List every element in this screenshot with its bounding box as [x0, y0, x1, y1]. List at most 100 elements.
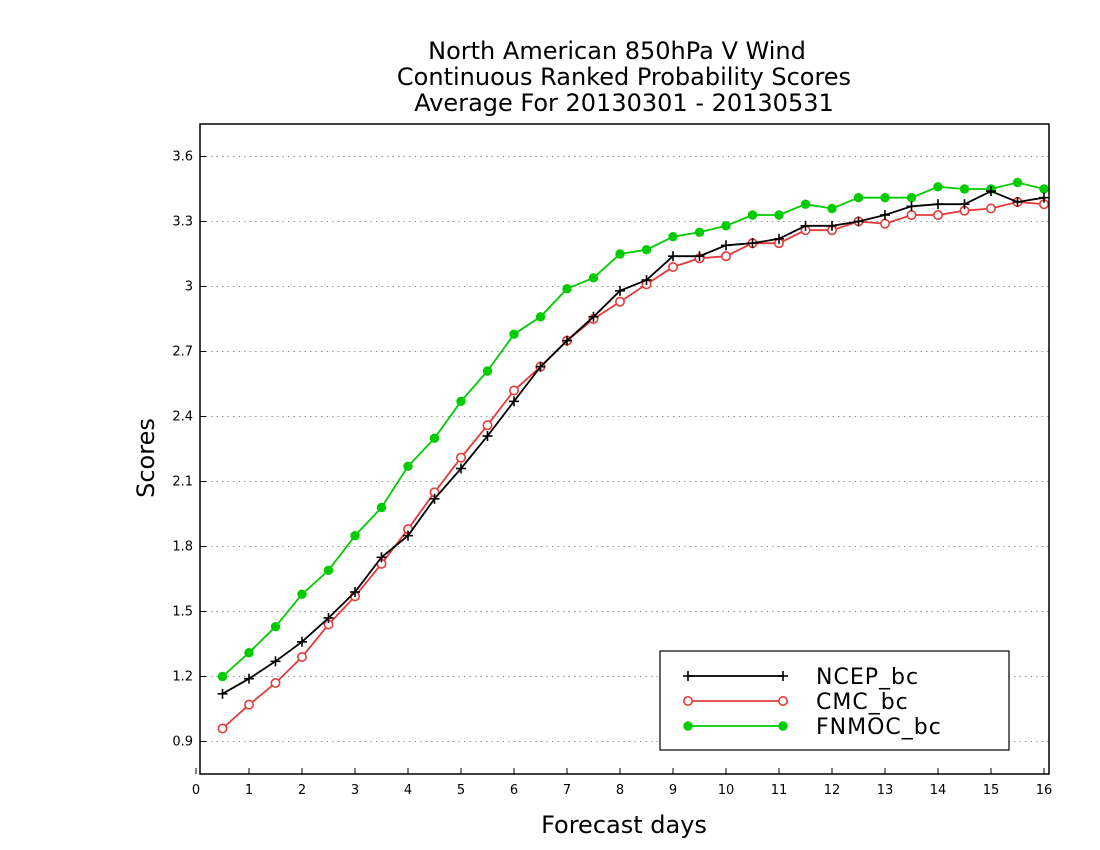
data-point-ncep-bc [297, 636, 307, 647]
y-tick-label: 1.2 [172, 670, 193, 685]
data-point-cmc-bc [217, 723, 228, 734]
data-point-ncep-bc [456, 463, 466, 474]
x-tick-label: 15 [983, 783, 1000, 798]
data-point-ncep-bc [217, 688, 228, 699]
data-point-fnmoc-bc [827, 203, 837, 214]
legend-marker-fnmoc-bc [778, 721, 788, 731]
data-point-fnmoc-bc [350, 530, 360, 541]
data-point-cmc-bc [244, 699, 255, 710]
x-tick-label: 13 [877, 783, 894, 798]
data-point-ncep-bc [615, 285, 625, 296]
x-tick-label: 1 [245, 783, 253, 798]
data-point-fnmoc-bc [297, 589, 307, 599]
data-point-cmc-bc [508, 385, 519, 396]
data-point-ncep-bc [959, 199, 970, 210]
chart-title-line-1: North American 850hPa V Wind [428, 37, 806, 65]
data-point-ncep-bc [270, 656, 281, 667]
data-point-cmc-bc [614, 296, 625, 307]
data-point-cmc-bc [455, 452, 466, 463]
data-point-ncep-bc [1039, 192, 1049, 203]
y-tick-label: 1.5 [172, 605, 193, 620]
data-point-cmc-bc [667, 261, 678, 272]
legend-label-fnmoc-bc: FNMOC_bc [816, 715, 942, 740]
data-point-cmc-bc [720, 251, 731, 262]
data-point-cmc-bc [482, 420, 493, 431]
data-point-ncep-bc [668, 251, 678, 262]
y-tick-label: 2.4 [172, 410, 193, 425]
data-point-fnmoc-bc [774, 210, 784, 220]
data-point-fnmoc-bc [429, 433, 440, 443]
y-tick-label: 2.7 [172, 345, 193, 360]
data-point-fnmoc-bc [244, 647, 254, 658]
x-tick-label: 16 [1036, 783, 1053, 798]
x-tick-label: 6 [510, 783, 518, 798]
data-point-cmc-bc [270, 677, 281, 688]
data-point-ncep-bc [853, 216, 864, 227]
x-axis-label: Forecast days [541, 811, 707, 839]
plot-frame [199, 123, 1050, 775]
y-tick-label: 3.3 [172, 215, 193, 230]
series-lines [217, 177, 1050, 734]
data-point-fnmoc-bc [456, 396, 466, 407]
x-tick-label: 5 [457, 783, 465, 798]
x-tick-label: 14 [930, 783, 947, 798]
data-point-ncep-bc [509, 396, 519, 407]
series-ncep-bc [217, 186, 1049, 699]
legend-marker-fnmoc-bc [683, 721, 693, 731]
legend-marker-cmc-bc [777, 695, 788, 706]
data-point-cmc-bc [296, 651, 307, 662]
legend-marker-ncep-bc [683, 671, 693, 681]
data-point-ncep-bc [986, 186, 996, 197]
data-point-fnmoc-bc [853, 192, 864, 203]
y-axis-label: Scores [132, 418, 160, 498]
legend-label-cmc-bc: CMC_bc [816, 690, 909, 715]
series-fnmoc-bc [217, 177, 1049, 682]
data-point-fnmoc-bc [641, 244, 652, 255]
x-tick-label: 10 [718, 783, 735, 798]
x-tick-label: 7 [563, 783, 571, 798]
data-point-fnmoc-bc [747, 210, 758, 220]
data-point-ncep-bc [933, 199, 943, 210]
data-point-ncep-bc [535, 361, 546, 372]
data-point-fnmoc-bc [880, 192, 890, 203]
data-point-ncep-bc [827, 220, 837, 231]
x-tick-label: 12 [824, 783, 841, 798]
data-point-ncep-bc [588, 311, 599, 322]
chart-title-line-3: Average For 20130301 - 20130531 [414, 89, 834, 117]
x-tick-label: 11 [771, 783, 788, 798]
data-point-ncep-bc [694, 251, 705, 262]
data-point-ncep-bc [350, 587, 360, 597]
data-point-ncep-bc [1012, 197, 1023, 207]
y-tick-label: 3 [185, 280, 193, 295]
axis-ticks: 0.91.21.51.82.12.42.733.33.60 1 2 3 4 5 6 7 8 9 10… [172, 150, 1052, 799]
data-point-ncep-bc [244, 673, 254, 684]
data-point-fnmoc-bc [959, 184, 970, 194]
data-point-cmc-bc [985, 203, 996, 214]
data-point-fnmoc-bc [933, 182, 943, 192]
data-point-ncep-bc [376, 552, 387, 563]
data-point-fnmoc-bc [323, 565, 334, 576]
series-line-ncep-bc [222, 190, 1045, 695]
data-point-ncep-bc [906, 201, 917, 212]
data-point-fnmoc-bc [906, 192, 917, 203]
data-point-ncep-bc [403, 530, 413, 541]
data-point-fnmoc-bc [535, 312, 546, 322]
gridlines [200, 156, 1049, 742]
x-tick-label: 4 [404, 783, 412, 798]
legend-item-cmc-bc: CMC_bc [682, 690, 909, 715]
chart-title-line-2: Continuous Ranked Probability Scores [397, 63, 851, 91]
x-tick-label: 0 [192, 783, 200, 798]
data-point-ncep-bc [721, 240, 731, 251]
data-point-fnmoc-bc [376, 502, 387, 513]
data-point-fnmoc-bc [482, 366, 493, 376]
data-point-cmc-bc [906, 210, 917, 221]
data-point-fnmoc-bc [217, 671, 228, 682]
data-point-ncep-bc [429, 493, 440, 504]
data-point-cmc-bc [932, 210, 943, 221]
data-point-ncep-bc [641, 275, 652, 285]
legend-item-ncep-bc: NCEP_bc [683, 665, 918, 690]
y-tick-label: 2.1 [172, 475, 193, 490]
data-point-fnmoc-bc [1012, 177, 1023, 188]
data-point-fnmoc-bc [509, 329, 519, 339]
